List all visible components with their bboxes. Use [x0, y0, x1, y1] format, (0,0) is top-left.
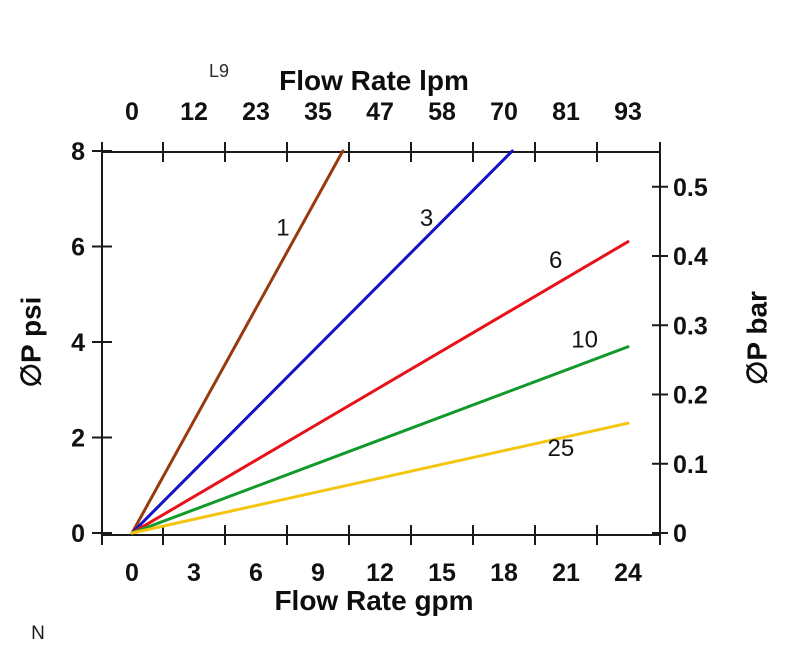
- series-label-10: 10: [571, 327, 598, 354]
- x-top-tick-label: 93: [614, 98, 642, 126]
- device-code-label: L9: [208, 61, 230, 81]
- series-line-6: [130, 240, 630, 535]
- y-right-tick-label: 0.4: [673, 243, 708, 271]
- series-line-25: [130, 421, 630, 535]
- right-axis-title: ∅P bar: [741, 291, 773, 385]
- series-label-6: 6: [549, 247, 562, 274]
- x-top-tick-label: 58: [428, 98, 456, 126]
- x-top-tick-label: 47: [366, 98, 394, 126]
- series-line-3: [130, 149, 514, 535]
- y-left-tick-label: 2: [71, 425, 85, 453]
- y-right-tick-label: 0: [673, 520, 687, 548]
- series-line-10: [130, 345, 630, 535]
- series-label-25: 25: [547, 435, 574, 462]
- series-label-3: 3: [420, 205, 433, 232]
- bottom-axis-title: Flow Rate gpm: [274, 585, 474, 616]
- y-right-tick-label: 0.3: [673, 312, 708, 340]
- x-top-tick-label: 81: [552, 98, 580, 126]
- x-bottom-tick-label: 0: [125, 559, 139, 587]
- x-bottom-tick-label: 18: [490, 559, 518, 587]
- x-top-tick-label: 12: [180, 98, 208, 126]
- y-left-tick-label: 4: [71, 329, 85, 357]
- x-bottom-tick-label: 6: [249, 559, 263, 587]
- x-top-tick-label: 0: [125, 98, 139, 126]
- y-left-tick-label: 6: [71, 234, 85, 262]
- x-top-tick-label: 23: [242, 98, 270, 126]
- top-axis-title: Flow Rate lpm: [279, 65, 469, 96]
- y-left-tick-label: 0: [71, 520, 85, 548]
- left-axis-title: ∅P psi: [15, 296, 47, 388]
- x-bottom-tick-label: 24: [614, 559, 642, 587]
- y-right-tick-label: 0.5: [673, 174, 708, 202]
- series-line-1: [130, 149, 345, 535]
- y-right-tick-label: 0.1: [673, 451, 708, 479]
- x-bottom-tick-label: 12: [366, 559, 394, 587]
- x-bottom-tick-label: 3: [187, 559, 201, 587]
- x-top-tick-label: 35: [304, 98, 332, 126]
- y-right-tick-label: 0.2: [673, 382, 708, 410]
- series-label-1: 1: [276, 214, 289, 241]
- y-left-tick-label: 8: [71, 138, 85, 166]
- x-bottom-tick-label: 15: [428, 559, 456, 587]
- x-bottom-tick-label: 9: [311, 559, 325, 587]
- axis-frame: [101, 151, 661, 536]
- footnote-label: N: [31, 623, 45, 644]
- x-top-tick-label: 70: [490, 98, 518, 126]
- x-bottom-tick-label: 21: [552, 559, 580, 587]
